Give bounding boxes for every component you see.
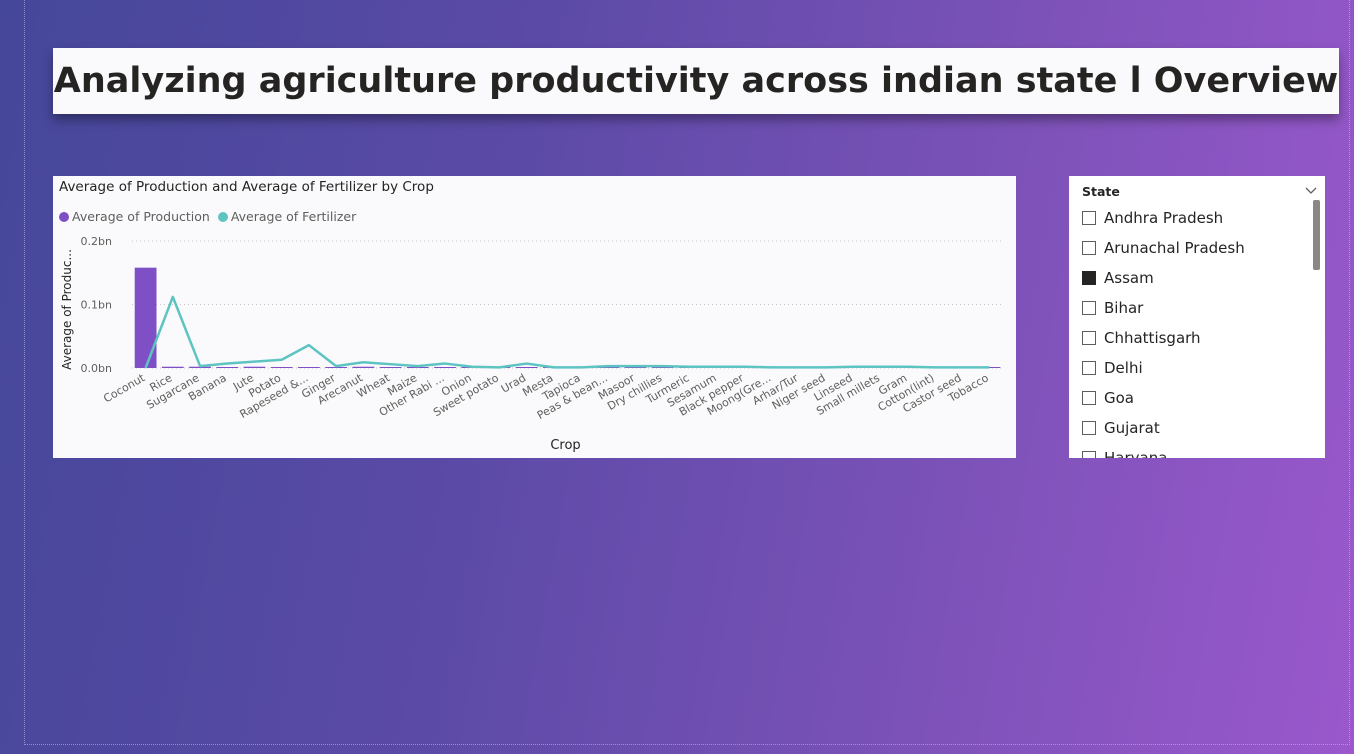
- slicer-list: Andhra Pradesh Arunachal Pradesh Assam Biha…: [1082, 203, 1302, 458]
- chart-legend[interactable]: Average of Production Average of Fertili…: [59, 209, 356, 224]
- bar: [243, 366, 266, 368]
- slicer-header: State: [1082, 182, 1318, 200]
- chart-title: Average of Production and Average of Fer…: [59, 179, 434, 195]
- y-tick-label: 0.1bn: [81, 299, 112, 312]
- checkbox[interactable]: [1082, 271, 1096, 285]
- legend-dot-production: [59, 211, 69, 222]
- bar: [624, 367, 647, 368]
- bar: [325, 367, 348, 368]
- bar: [134, 267, 157, 368]
- y-axis-label: Average of Produc...: [60, 249, 74, 370]
- slicer-item[interactable]: Gujarat: [1082, 413, 1302, 443]
- y-tick-label: 0.0bn: [81, 362, 112, 375]
- slicer-item[interactable]: Andhra Pradesh: [1082, 203, 1302, 233]
- slicer-item-label: Andhra Pradesh: [1104, 209, 1224, 227]
- slicer-item[interactable]: Haryana: [1082, 443, 1302, 458]
- x-axis-label: Crop: [550, 438, 580, 453]
- slicer-item-label: Delhi: [1104, 359, 1143, 377]
- bar: [270, 367, 293, 368]
- slicer-item-label: Goa: [1104, 389, 1134, 407]
- legend-item-production[interactable]: Average of Production: [59, 209, 210, 224]
- bar: [406, 367, 429, 368]
- slicer-item-label: Assam: [1104, 269, 1154, 287]
- title-card: Analyzing agriculture productivity acros…: [53, 48, 1339, 114]
- slicer-item-label: Arunachal Pradesh: [1104, 239, 1245, 257]
- legend-label-production: Average of Production: [72, 209, 210, 224]
- chevron-down-icon[interactable]: [1304, 184, 1318, 198]
- checkbox[interactable]: [1082, 301, 1096, 315]
- bar: [216, 367, 239, 368]
- bar: [515, 367, 538, 368]
- legend-label-fertilizer: Average of Fertilizer: [230, 209, 357, 224]
- bar: [352, 366, 375, 368]
- slicer-item[interactable]: Delhi: [1082, 353, 1302, 383]
- slicer-item-label: Haryana: [1104, 449, 1168, 458]
- state-slicer[interactable]: State Andhra Pradesh Arunachal Pradesh Ass…: [1069, 176, 1325, 458]
- slicer-item[interactable]: Goa: [1082, 383, 1302, 413]
- page-title: Analyzing agriculture productivity acros…: [53, 61, 1339, 101]
- checkbox[interactable]: [1082, 421, 1096, 435]
- x-tick-label: Coconut: [101, 371, 147, 405]
- checkbox[interactable]: [1082, 211, 1096, 225]
- slicer-item[interactable]: Chhattisgarh: [1082, 323, 1302, 353]
- checkbox[interactable]: [1082, 391, 1096, 405]
- slicer-scrollbar[interactable]: [1313, 200, 1320, 270]
- chart-card[interactable]: Average of Production and Average of Fer…: [53, 176, 1016, 458]
- y-tick-label: 0.2bn: [81, 235, 112, 248]
- legend-item-fertilizer[interactable]: Average of Fertilizer: [217, 209, 357, 224]
- bar: [161, 366, 184, 368]
- slicer-item-label: Bihar: [1104, 299, 1144, 317]
- checkbox[interactable]: [1082, 451, 1096, 458]
- slicer-item[interactable]: Arunachal Pradesh: [1082, 233, 1302, 263]
- bar: [597, 367, 620, 368]
- slicer-title: State: [1082, 183, 1120, 199]
- slicer-item-label: Chhattisgarh: [1104, 329, 1201, 347]
- fertilizer-line: [144, 295, 990, 369]
- bar: [298, 367, 320, 368]
- checkbox[interactable]: [1082, 331, 1096, 345]
- slicer-item[interactable]: Bihar: [1082, 293, 1302, 323]
- bar: [189, 366, 211, 368]
- slicer-item[interactable]: Assam: [1082, 263, 1302, 293]
- chart-plot[interactable]: 0.0bn 0.1bn 0.2bn Average of Produc... Cocon…: [53, 176, 1016, 458]
- bar: [651, 367, 674, 368]
- checkbox[interactable]: [1082, 241, 1096, 255]
- legend-dot-fertilizer: [217, 211, 228, 222]
- bar: [434, 367, 456, 368]
- bar: [379, 367, 402, 368]
- checkbox[interactable]: [1082, 361, 1096, 375]
- slicer-item-label: Gujarat: [1104, 419, 1160, 437]
